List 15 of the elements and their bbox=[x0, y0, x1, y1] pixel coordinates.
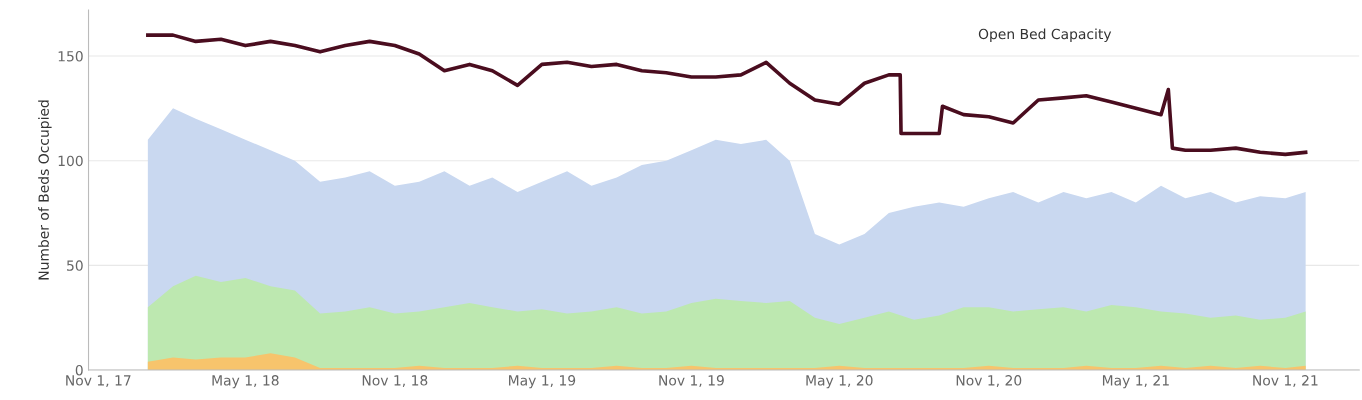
y-tick-label: 150 bbox=[58, 51, 83, 62]
x-tick-label: Nov 1, 21 bbox=[1253, 375, 1318, 388]
y-tick-label: 0 bbox=[75, 364, 83, 376]
y-tick-label: 50 bbox=[67, 260, 83, 271]
x-tick-label: May 1, 20 bbox=[806, 375, 873, 389]
y-tick-label: 100 bbox=[58, 155, 83, 167]
x-tick-label: Nov 1, 18 bbox=[362, 375, 428, 388]
x-tick-label: May 1, 21 bbox=[1102, 375, 1169, 389]
x-tick-label: May 1, 19 bbox=[509, 375, 576, 389]
x-tick-label: Nov 1, 17 bbox=[66, 375, 131, 388]
x-tick-label: May 1, 18 bbox=[212, 375, 279, 389]
x-tick-label: Nov 1, 20 bbox=[956, 375, 1022, 388]
text: Open Bed Capacity bbox=[978, 28, 1112, 42]
x-tick-label: Nov 1, 19 bbox=[659, 375, 724, 388]
y-axis-title: Number of Beds Occupied bbox=[38, 100, 52, 280]
